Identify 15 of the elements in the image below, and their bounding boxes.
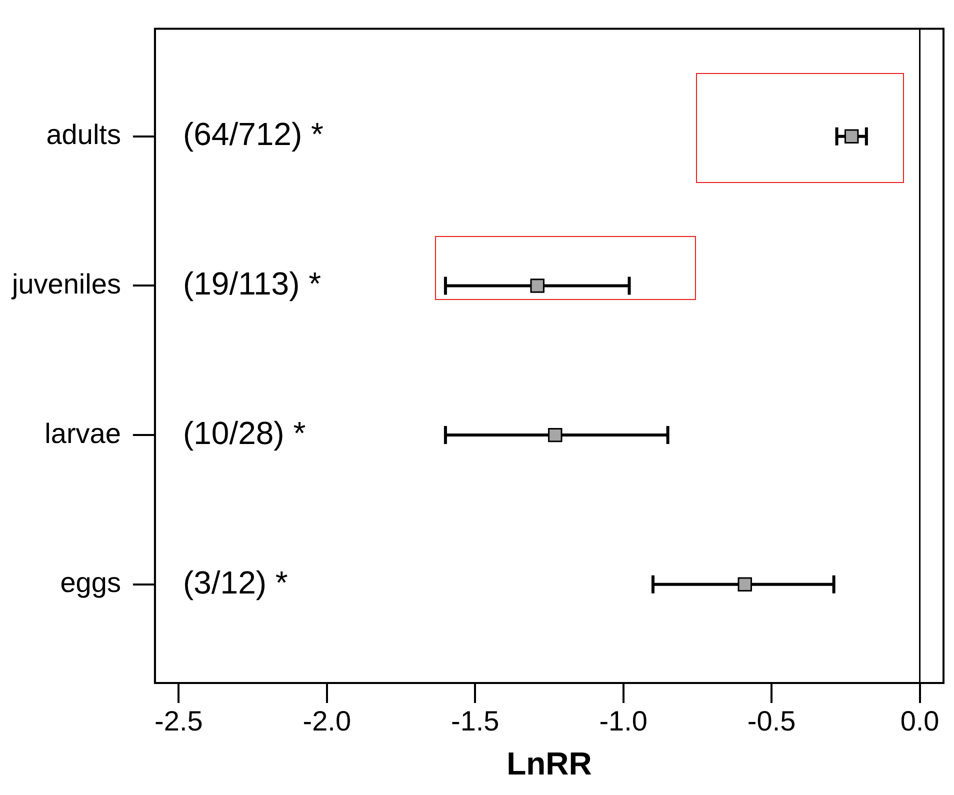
annotation: (64/712) * — [182, 116, 324, 152]
x-tick-label: -1.0 — [599, 706, 648, 737]
annotation: (10/28) * — [182, 414, 306, 451]
y-tick-label: juveniles — [11, 268, 121, 300]
y-tick-label: adults — [46, 119, 121, 150]
annotation: (3/12) * — [182, 564, 288, 600]
y-tick-label: eggs — [60, 567, 121, 598]
x-tick-label: 0.0 — [900, 706, 940, 737]
annotation: (19/113) * — [182, 266, 322, 302]
x-tick-label: -2.0 — [302, 706, 352, 737]
x-axis-title: LnRR — [506, 746, 592, 782]
x-tick-label: -0.5 — [747, 706, 796, 737]
y-tick-label: larvae — [44, 418, 121, 449]
x-tick-label: -1.5 — [450, 706, 500, 737]
x-tick-label: -2.5 — [154, 706, 203, 737]
